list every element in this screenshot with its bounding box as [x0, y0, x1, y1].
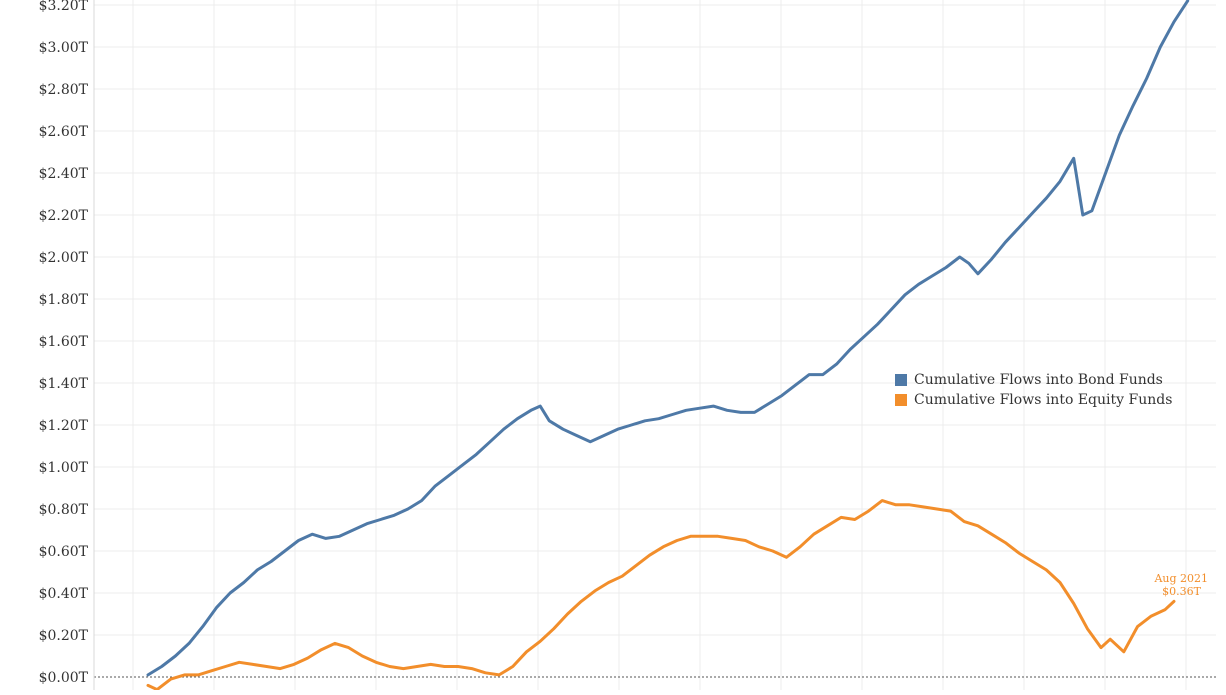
y-tick-label: $0.20T — [39, 628, 89, 644]
annotation-value-label: $0.36T — [1162, 585, 1201, 598]
annotation-date-label: Aug 2021 — [1153, 572, 1208, 585]
y-tick-label: $2.40T — [39, 166, 89, 182]
y-tick-label: $3.00T — [39, 40, 89, 56]
y-tick-label: $0.40T — [39, 586, 89, 602]
y-tick-label: $2.00T — [39, 250, 89, 266]
legend-item-bond: Cumulative Flows into Bond Funds — [895, 370, 1172, 390]
end-annotation: Aug 2021 $0.36T — [1153, 572, 1208, 598]
y-tick-label: $0.00T — [39, 670, 89, 686]
y-axis: $0.00T $0.20T $0.40T $0.60T $0.80T $1.00T $1.2… — [39, 0, 95, 690]
legend-label-bond: Cumulative Flows into Bond Funds — [914, 372, 1163, 388]
vertical-gridlines — [132, 0, 1187, 690]
y-tick-label: $2.60T — [39, 124, 89, 140]
y-tick-label: $0.60T — [39, 544, 89, 560]
y-tick-label: $1.00T — [39, 460, 89, 476]
y-tick-label: $2.80T — [39, 82, 89, 98]
series-line-bond — [146, 0, 1190, 677]
y-tick-label: $1.40T — [39, 376, 89, 392]
y-tick-label: $1.80T — [39, 292, 89, 308]
legend-label-equity: Cumulative Flows into Equity Funds — [914, 392, 1173, 408]
y-tick-label: $1.20T — [39, 418, 89, 434]
legend: Cumulative Flows into Bond Funds Cumulat… — [895, 370, 1172, 410]
series-line-equity — [146, 499, 1176, 692]
horizontal-gridlines — [94, 4, 1216, 678]
legend-swatch-equity — [895, 394, 907, 406]
y-tick-label: $1.60T — [39, 334, 89, 350]
y-tick-label: $0.80T — [39, 502, 89, 518]
legend-item-equity: Cumulative Flows into Equity Funds — [895, 390, 1172, 410]
legend-swatch-bond — [895, 374, 907, 386]
y-tick-label: $2.20T — [39, 208, 89, 224]
series-layer — [146, 0, 1190, 692]
y-tick-label: $3.20T — [39, 0, 89, 14]
